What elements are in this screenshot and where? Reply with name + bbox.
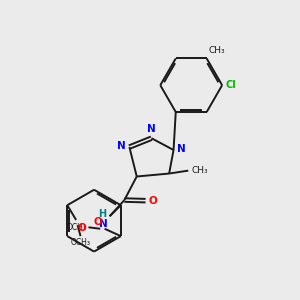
Text: O: O bbox=[78, 223, 86, 233]
Text: O: O bbox=[148, 196, 157, 206]
Text: H: H bbox=[99, 209, 107, 219]
Text: N: N bbox=[99, 219, 108, 229]
Text: OCH₃: OCH₃ bbox=[70, 238, 91, 247]
Text: N: N bbox=[117, 141, 126, 151]
Text: Cl: Cl bbox=[226, 80, 236, 90]
Text: CH₃: CH₃ bbox=[191, 166, 208, 175]
Text: N: N bbox=[177, 143, 186, 154]
Text: OCH₃: OCH₃ bbox=[67, 223, 87, 232]
Text: N: N bbox=[147, 124, 156, 134]
Text: O: O bbox=[94, 217, 102, 227]
Text: CH₃: CH₃ bbox=[208, 46, 225, 55]
